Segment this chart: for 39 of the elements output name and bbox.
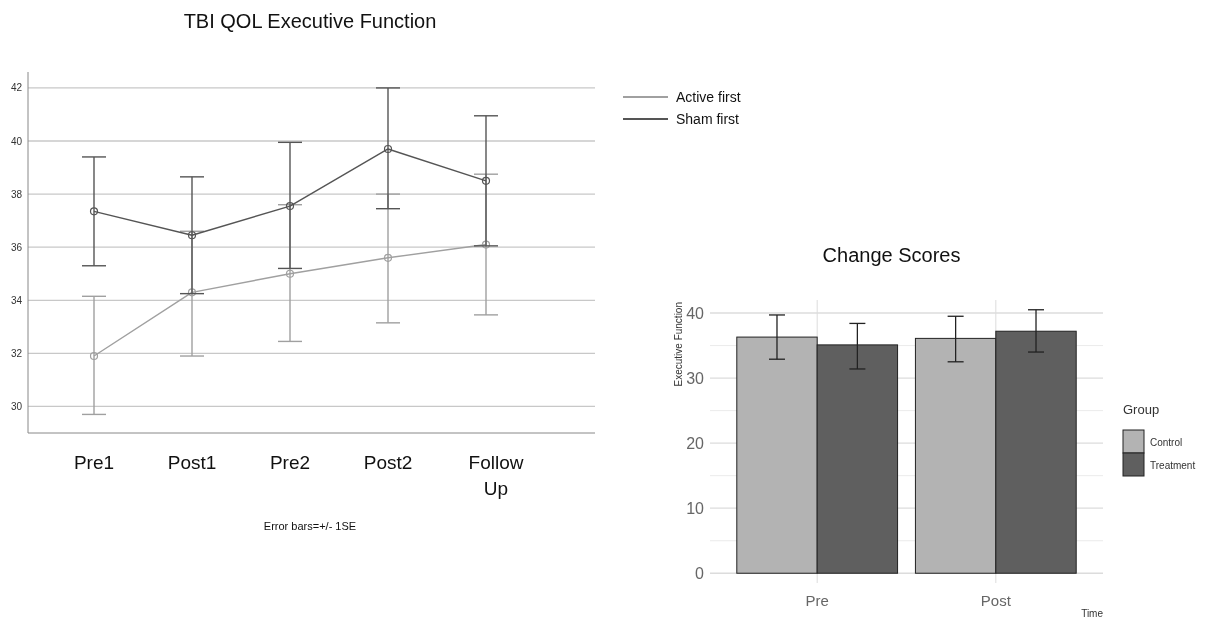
point bbox=[481, 240, 491, 249]
legend-label: Sham first bbox=[676, 110, 740, 127]
x-tick-label: Post2 bbox=[363, 452, 413, 473]
x-tick-label: Pre1 bbox=[73, 452, 115, 473]
y-tick-label: 34 bbox=[10, 294, 23, 306]
point bbox=[285, 269, 295, 278]
x-tick-label: Follow Up bbox=[468, 452, 524, 499]
y-tick-label: 42 bbox=[10, 82, 23, 94]
y-tick-label: 32 bbox=[10, 347, 23, 359]
point bbox=[383, 253, 393, 262]
y-tick-label: 30 bbox=[686, 369, 705, 387]
y-tick-label: 30 bbox=[10, 400, 23, 412]
point bbox=[89, 351, 99, 361]
x-axis-title: Time bbox=[1081, 608, 1104, 619]
y-tick-label: 40 bbox=[686, 304, 705, 322]
point bbox=[89, 207, 99, 216]
point bbox=[383, 144, 393, 154]
x-tick-label: Post1 bbox=[167, 452, 217, 473]
legend-title: Group bbox=[1123, 402, 1160, 417]
y-axis-title: Executive Function bbox=[673, 302, 684, 387]
y-tick-label: 20 bbox=[686, 434, 705, 452]
y-tick-label: 36 bbox=[10, 241, 23, 253]
point bbox=[187, 231, 197, 240]
point bbox=[187, 288, 197, 297]
point bbox=[481, 176, 491, 185]
text: Error bars=+/- 1SE bbox=[263, 520, 357, 532]
y-tick-label: 0 bbox=[695, 564, 705, 582]
y-tick-label: 40 bbox=[10, 135, 23, 147]
point bbox=[285, 201, 295, 211]
legend-label: Control bbox=[1150, 436, 1183, 448]
legend-label: Active first bbox=[676, 88, 741, 105]
y-tick-label: 38 bbox=[10, 188, 23, 200]
legend-label: Treatment bbox=[1150, 459, 1196, 471]
chart-title: TBI QOL Executive Function bbox=[183, 10, 437, 32]
x-tick-label: Post bbox=[980, 592, 1012, 609]
y-tick-label: 10 bbox=[686, 499, 705, 517]
x-tick-label: Pre2 bbox=[269, 452, 311, 473]
x-tick-label: Pre bbox=[805, 592, 829, 609]
chart-title: Change Scores bbox=[822, 244, 961, 266]
